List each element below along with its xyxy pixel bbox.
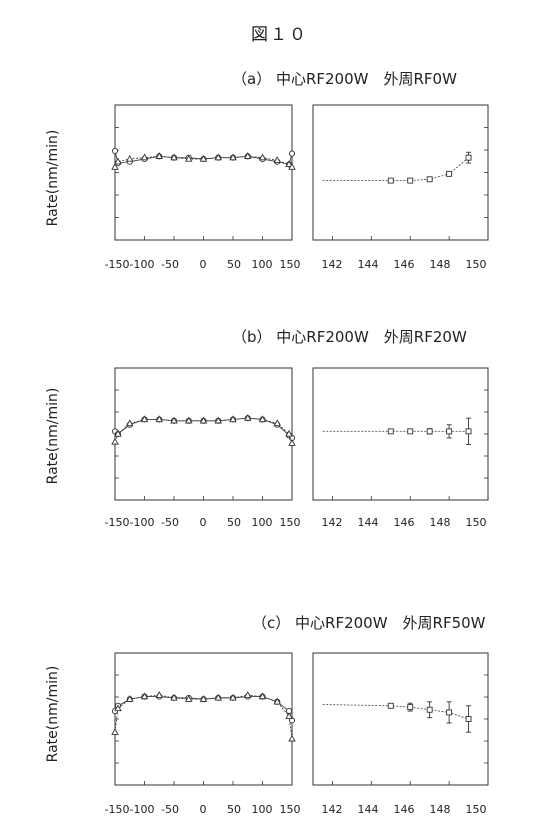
panel-a-left-xtick-label: -50 bbox=[161, 258, 179, 271]
panel-b-right-series-0-point bbox=[388, 429, 393, 434]
panel-c-left-xtick-label: 50 bbox=[227, 803, 241, 816]
panel-b-right-xtick-label: 144 bbox=[358, 516, 379, 529]
panel-a-right-xtick-label: 142 bbox=[322, 258, 343, 271]
panel-c-left-xtick-label: -50 bbox=[161, 803, 179, 816]
panel-a-right-series-0-point bbox=[427, 177, 432, 182]
panel-c-left-xtick-label: -100 bbox=[130, 803, 155, 816]
panel-c-right-xtick-label: 144 bbox=[358, 803, 379, 816]
panel-a-right-series-0-line bbox=[323, 158, 469, 181]
panel-b-right-frame bbox=[313, 368, 488, 500]
panel-c-left-frame bbox=[115, 653, 292, 785]
panel-a-left-frame bbox=[115, 105, 292, 240]
panel-b-right-xtick-label: 142 bbox=[322, 516, 343, 529]
panel-a-right-series-0-point bbox=[447, 171, 452, 176]
panel-b-left-xtick-label: 0 bbox=[200, 516, 207, 529]
panel-c-right-xtick-label: 148 bbox=[430, 803, 451, 816]
panel-b-left-series-1-point bbox=[289, 440, 295, 445]
panel-a-right-xtick-label: 150 bbox=[466, 258, 487, 271]
panel-c-right-xtick-label: 146 bbox=[394, 803, 415, 816]
panel-c-right-xtick-label: 142 bbox=[322, 803, 343, 816]
panel-a-right-series-0-point bbox=[466, 155, 471, 160]
panel-a-right-frame bbox=[313, 105, 488, 240]
panel-a-left-xtick-label: -150 bbox=[105, 258, 130, 271]
panel-c-left-xtick-label: 0 bbox=[200, 803, 207, 816]
panel-a-left-xtick-label: 0 bbox=[200, 258, 207, 271]
panel-b-right-series-0-point bbox=[427, 429, 432, 434]
panel-a-right-xtick-label: 144 bbox=[358, 258, 379, 271]
panel-b-right-series-0-point bbox=[447, 429, 452, 434]
panel-b-right-series-0-point bbox=[466, 429, 471, 434]
panel-c-right-series-0-point bbox=[466, 717, 471, 722]
panel-a-right-xtick-label: 146 bbox=[394, 258, 415, 271]
panel-b-right-xtick-label: 148 bbox=[430, 516, 451, 529]
panel-b-left-xtick-label: 50 bbox=[227, 516, 241, 529]
panel-c-right-xtick-label: 150 bbox=[466, 803, 487, 816]
panel-c-right-series-0-point bbox=[388, 703, 393, 708]
panel-a-left-xtick-label: 50 bbox=[227, 258, 241, 271]
panel-c-right-series-0-point bbox=[408, 705, 413, 710]
panel-a-left-xtick-label: -100 bbox=[130, 258, 155, 271]
panel-b-left-xtick-label: -50 bbox=[161, 516, 179, 529]
panel-a-right-xtick-label: 148 bbox=[430, 258, 451, 271]
panel-b-right-xtick-label: 146 bbox=[394, 516, 415, 529]
panel-c-right-frame bbox=[313, 653, 488, 785]
panel-b-left-frame bbox=[115, 368, 292, 500]
panel-c-left-xtick-label: -150 bbox=[105, 803, 130, 816]
panel-c-left-series-1-point bbox=[112, 729, 118, 734]
panel-b-left-series-1-point bbox=[112, 439, 118, 444]
panel-c-left-xtick-label: 150 bbox=[280, 803, 301, 816]
panel-c-left-xtick-label: 100 bbox=[252, 803, 273, 816]
panel-b-left-xtick-label: -100 bbox=[130, 516, 155, 529]
panel-b-right-series-0-point bbox=[408, 429, 413, 434]
panel-c-right-series-0-point bbox=[447, 710, 452, 715]
panel-a-left-series-0-point bbox=[112, 148, 117, 153]
panel-c-left-series-1-point bbox=[289, 736, 295, 741]
panel-a-left-xtick-label: 150 bbox=[280, 258, 301, 271]
panel-a-right-series-0-point bbox=[408, 178, 413, 183]
panel-b-left-xtick-label: -150 bbox=[105, 516, 130, 529]
panel-a-left-series-0-point bbox=[289, 151, 294, 156]
panel-a-left-xtick-label: 100 bbox=[252, 258, 273, 271]
panel-c-right-series-0-point bbox=[427, 707, 432, 712]
panel-a-right-series-0-point bbox=[388, 178, 393, 183]
panel-b-left-xtick-label: 100 bbox=[252, 516, 273, 529]
panel-b-right-xtick-label: 150 bbox=[466, 516, 487, 529]
panel-a-left-series-1-point bbox=[127, 156, 133, 161]
panel-b-left-xtick-label: 150 bbox=[280, 516, 301, 529]
